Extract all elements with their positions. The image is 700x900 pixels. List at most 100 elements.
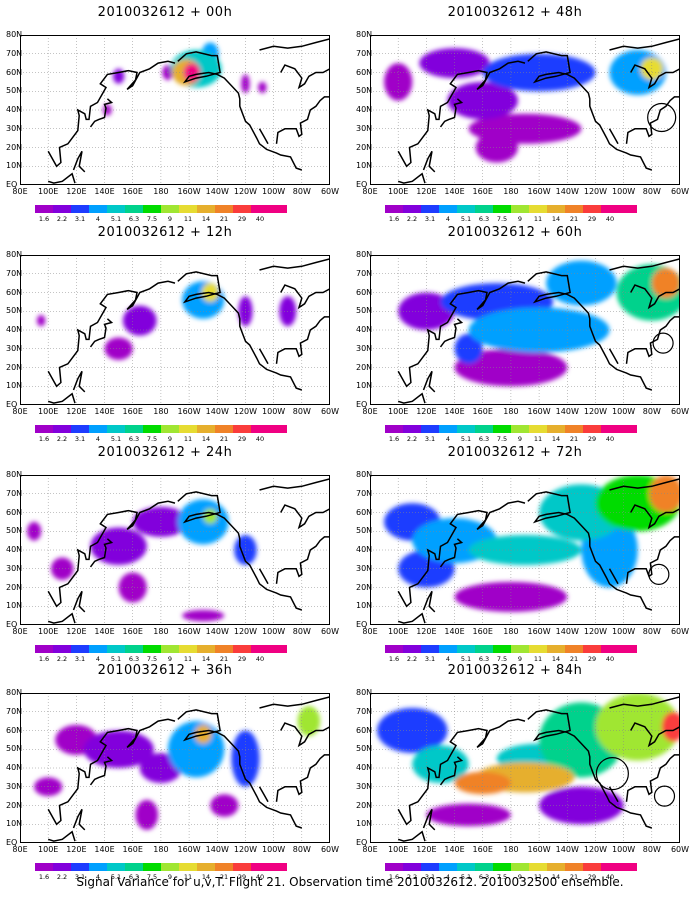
y-tick-label: 60N [6, 725, 23, 735]
colorbar-swatch [161, 205, 179, 213]
y-tick-label: 50N [6, 526, 23, 536]
colorbar-label: 9 [167, 435, 173, 443]
colorbar-label: 3.1 [74, 435, 86, 443]
variance-contour [122, 305, 157, 336]
coastline [258, 348, 269, 365]
coastline [280, 64, 330, 90]
x-tick-label: 140W [205, 845, 229, 854]
panel-title: 2010032612 + 60h [447, 225, 583, 240]
colorbar-swatch [619, 645, 637, 653]
colorbar-swatch [161, 863, 179, 871]
colorbar-label: 3.1 [424, 873, 436, 881]
colorbar-label: 14 [551, 215, 561, 223]
map-frame [20, 255, 330, 405]
coastline [439, 538, 464, 568]
observation-circle [648, 563, 670, 585]
y-tick-label: 20N [6, 362, 23, 372]
colorbar-swatch [143, 425, 161, 433]
x-tick-label: 60W [670, 187, 690, 196]
x-tick-label: 160E [122, 845, 143, 854]
x-tick-label: 80W [642, 845, 661, 854]
map-frame [20, 693, 330, 843]
x-tick-label: 120W [583, 627, 608, 636]
x-tick-label: 80W [292, 187, 311, 196]
map-area: EQ 10N 20N 30N 40N 50N 60N 70N 80N 80E 100E 120E 140… [6, 470, 339, 636]
colorbar-swatch [161, 645, 179, 653]
x-tick-label: 120E [416, 845, 437, 854]
colorbar-label: 2.2 [56, 873, 68, 881]
coastline [609, 258, 680, 271]
y-tick-label: 40N [356, 325, 373, 334]
colorbar-label: 7.5 [146, 873, 158, 881]
variance-contour [426, 803, 511, 827]
colorbar-swatch [565, 205, 583, 213]
y-tick-label: 30N [356, 123, 373, 133]
coastline [397, 172, 426, 184]
colorbar-swatch [421, 645, 439, 653]
x-tick-label: 60W [670, 627, 690, 636]
y-tick-label: 10N [6, 161, 23, 171]
coastline [397, 500, 526, 608]
panel-title: 2010032612 + 72h [447, 445, 583, 460]
y-tick-label: 60N [356, 725, 373, 735]
colorbar-label: 7.5 [496, 215, 508, 223]
colorbar [35, 863, 287, 871]
colorbar-label: 29 [587, 435, 597, 443]
coastline [527, 709, 653, 829]
map-frame [20, 475, 330, 625]
map-area: EQ 10N 20N 30N 40N 50N 60N 70N 80N 80E 100E 120E 140… [356, 470, 689, 636]
y-tick-label: 10N [356, 601, 373, 611]
colorbar-swatch [511, 863, 529, 871]
colorbar-label: 1.6 [38, 873, 50, 881]
coastline [47, 718, 176, 826]
colorbar-swatch [547, 205, 565, 213]
colorbar-label: 29 [237, 435, 247, 443]
colorbar-label: 29 [237, 873, 247, 881]
colorbar-label: 29 [237, 215, 247, 223]
y-tick-label: 60N [356, 67, 373, 77]
x-tick-label: 80E [362, 187, 378, 196]
colorbar-swatch [403, 205, 421, 213]
x-tick-label: 140W [555, 407, 579, 416]
x-tick-label: 100W [262, 187, 286, 196]
variance-map [20, 693, 330, 843]
variance-map [370, 693, 680, 843]
colorbar-swatch [143, 863, 161, 871]
panel-title: 2010032612 + 36h [97, 663, 233, 678]
y-tick-label: 40N [6, 325, 23, 334]
colorbar-label: 9 [167, 655, 173, 663]
x-tick-label: 140W [555, 627, 579, 636]
x-tick-label: 160W [177, 187, 201, 196]
colorbar-label: 6.3 [478, 873, 490, 881]
x-tick-label: 60W [320, 187, 340, 196]
x-tick-label: 80E [12, 627, 28, 636]
x-tick-label: 140W [205, 627, 229, 636]
variance-contour [539, 786, 624, 825]
x-tick-label: 180 [153, 187, 169, 196]
coastline [625, 316, 680, 364]
coastline [72, 808, 86, 831]
y-tick-label: EQ [6, 180, 18, 189]
x-tick-label: 100W [612, 845, 636, 854]
colorbar-swatch [565, 425, 583, 433]
coastline [527, 271, 653, 391]
coastline [47, 830, 76, 842]
coastline [258, 128, 269, 145]
x-tick-label: 160E [122, 407, 143, 416]
variance-contour [447, 81, 518, 120]
y-tick-label: 80N [6, 250, 23, 259]
colorbar-label: 14 [551, 873, 561, 881]
x-tick-label: 100W [612, 187, 636, 196]
panel-title: 2010032612 + 24h [97, 445, 233, 460]
x-tick-label: 160W [177, 407, 201, 416]
observation-circle [647, 102, 677, 133]
colorbar-swatch [385, 863, 403, 871]
x-tick-label: 100W [262, 627, 286, 636]
colorbar-label: 6.3 [478, 215, 490, 223]
y-tick-label: 80N [356, 30, 373, 39]
colorbar-swatch [403, 645, 421, 653]
colorbar-swatch [511, 645, 529, 653]
colorbar-swatch [215, 645, 233, 653]
y-tick-label: 10N [6, 381, 23, 391]
colorbar-label: 4 [95, 873, 101, 881]
